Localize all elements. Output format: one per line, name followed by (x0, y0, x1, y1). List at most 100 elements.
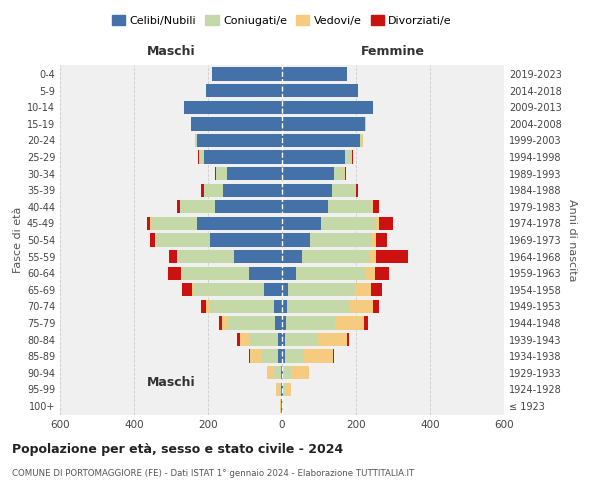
Bar (344, 167, 346, 180)
Bar (352, 150, 353, 164)
Bar (278, 382, 281, 396)
Bar (282, 300, 287, 313)
Bar (193, 283, 194, 296)
Bar (228, 316, 275, 330)
Bar (350, 300, 373, 313)
Bar (375, 266, 389, 280)
Legend: Celibi/Nubili, Coniugati/e, Vedovi/e, Divorziati/e: Celibi/Nubili, Coniugati/e, Vedovi/e, Di… (107, 10, 457, 30)
Bar (206, 300, 209, 313)
Bar (355, 283, 371, 296)
Bar (181, 266, 182, 280)
Bar (182, 266, 249, 280)
Bar (332, 184, 355, 197)
Bar (347, 333, 349, 346)
Bar (367, 266, 375, 280)
Text: COMUNE DI PORTOMAGGIORE (FE) - Dati ISTAT 1° gennaio 2024 - Elaborazione TUTTITA: COMUNE DI PORTOMAGGIORE (FE) - Dati ISTA… (12, 468, 414, 477)
Bar (249, 333, 278, 346)
Bar (169, 250, 177, 263)
Bar (150, 217, 151, 230)
Text: Maschi: Maschi (146, 45, 196, 58)
Bar (281, 399, 282, 412)
Bar (260, 350, 278, 362)
Bar (334, 167, 344, 180)
Bar (194, 283, 263, 296)
Bar (318, 333, 347, 346)
Bar (328, 200, 371, 213)
Bar (146, 217, 150, 230)
Bar (287, 300, 350, 313)
Bar (206, 84, 282, 98)
Bar (371, 283, 382, 296)
Text: Maschi: Maschi (146, 376, 196, 389)
Bar (288, 283, 355, 296)
Bar (286, 333, 318, 346)
Bar (184, 100, 282, 114)
Bar (215, 200, 282, 213)
Bar (371, 200, 373, 213)
Bar (155, 234, 156, 246)
Bar (278, 350, 282, 362)
Bar (200, 300, 206, 313)
Bar (282, 350, 284, 362)
Text: Femmine: Femmine (361, 45, 425, 58)
Bar (282, 167, 334, 180)
Bar (274, 366, 281, 380)
Bar (376, 234, 388, 246)
Bar (180, 200, 215, 213)
Bar (282, 316, 286, 330)
Bar (194, 134, 197, 147)
Bar (282, 84, 358, 98)
Bar (274, 300, 282, 313)
Bar (275, 316, 282, 330)
Bar (376, 217, 379, 230)
Bar (282, 366, 283, 380)
Bar (282, 68, 347, 81)
Bar (332, 350, 334, 362)
Bar (212, 68, 282, 81)
Bar (156, 234, 210, 246)
Bar (282, 100, 373, 114)
Bar (345, 150, 352, 164)
Bar (282, 266, 296, 280)
Bar (182, 283, 193, 296)
Bar (282, 382, 283, 396)
Bar (267, 366, 274, 380)
Bar (364, 316, 368, 330)
Bar (249, 266, 282, 280)
Bar (379, 217, 393, 230)
Y-axis label: Anni di nascita: Anni di nascita (567, 198, 577, 281)
Bar (240, 333, 249, 346)
Bar (215, 167, 216, 180)
Bar (283, 366, 291, 380)
Bar (370, 250, 376, 263)
Bar (291, 366, 308, 380)
Bar (356, 184, 358, 197)
Bar (321, 217, 376, 230)
Bar (302, 250, 370, 263)
Bar (335, 316, 364, 330)
Bar (223, 184, 282, 197)
Bar (216, 167, 227, 180)
Bar (263, 283, 282, 296)
Bar (204, 150, 282, 164)
Bar (355, 184, 356, 197)
Bar (373, 300, 379, 313)
Bar (169, 266, 181, 280)
Bar (177, 250, 178, 263)
Bar (286, 382, 291, 396)
Bar (178, 250, 234, 263)
Bar (210, 234, 282, 246)
Bar (176, 200, 180, 213)
Bar (283, 382, 286, 396)
Text: Popolazione per età, sesso e stato civile - 2024: Popolazione per età, sesso e stato civil… (12, 442, 343, 456)
Bar (282, 250, 302, 263)
Bar (296, 266, 367, 280)
Bar (284, 350, 304, 362)
Bar (371, 234, 376, 246)
Bar (209, 300, 274, 313)
Bar (278, 333, 282, 346)
Bar (360, 134, 362, 147)
Bar (281, 366, 282, 380)
Bar (282, 200, 328, 213)
Bar (286, 316, 335, 330)
